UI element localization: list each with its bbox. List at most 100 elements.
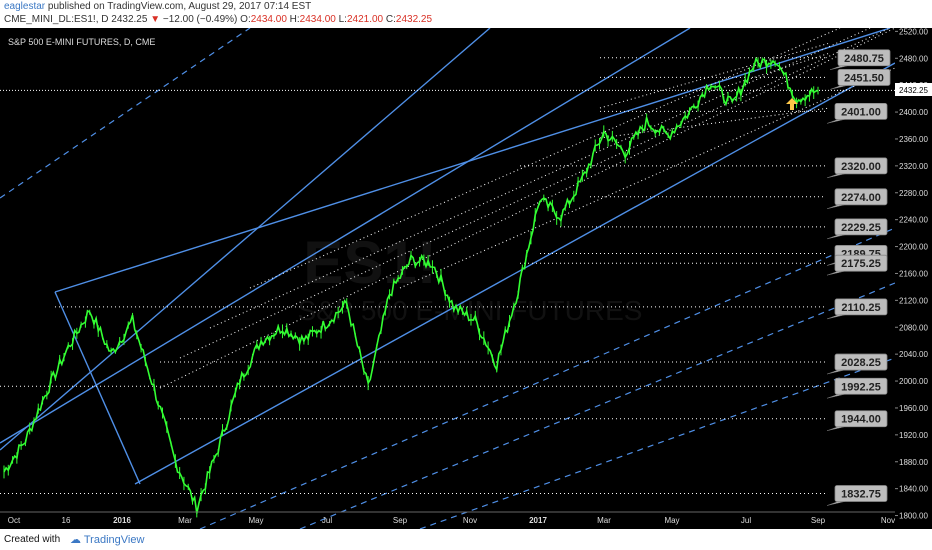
open-label: O:	[240, 14, 251, 25]
x-axis: Oct 16 2016 Mar May Jul Sep Nov 2017 Mar May Jul Sep…	[0, 511, 895, 525]
symbol-line: CME_MINI_DL:ES1!, D 2432.25 ▼ −12.00 (−0…	[4, 14, 432, 25]
x-tick-label: Nov	[463, 516, 477, 525]
median-dashed-line-1	[199, 227, 896, 529]
y-tick-label: 1880.00	[899, 458, 928, 467]
y-axis: 2520.002480.002440.002400.002360.002320.…	[895, 28, 932, 529]
low-value: 2421.00	[346, 14, 384, 25]
tradingview-logo-label: TradingView	[83, 534, 145, 546]
level-callout-label: 2480.75	[844, 53, 884, 65]
x-tick-label: Nov	[881, 516, 895, 525]
price-series	[3, 56, 819, 518]
x-tick-label: Sep	[393, 516, 408, 525]
level-callout-box	[837, 69, 891, 86]
open-value: 2434.00	[250, 14, 287, 25]
level-callout-label: 2028.25	[841, 357, 881, 369]
level-callout-box	[834, 410, 888, 428]
y-tick-label: 1960.00	[899, 404, 928, 413]
down-arrow-icon: ▼	[150, 14, 161, 25]
y-tick-label: 1840.00	[899, 485, 928, 494]
level-callout-label: 1832.75	[841, 489, 881, 501]
dotted-fan-line-2	[209, 28, 871, 329]
chart-header: eaglestar published on TradingView.com, …	[0, 0, 932, 28]
publish-info: published on TradingView.com, August 29,…	[47, 1, 312, 12]
y-tick-label: 2480.00	[899, 54, 928, 63]
x-tick-label: Mar	[178, 516, 192, 525]
price-change: −12.00 (−0.49%)	[162, 14, 238, 25]
watermark-name: S&P 500 E-MINI FUTURES	[298, 295, 643, 326]
median-dashed-line-2	[299, 282, 896, 529]
level-callout-box	[834, 485, 888, 502]
level-callouts: 2480.75 2451.50 2401.00 2320.00 2274.00 2229.…	[826, 49, 891, 506]
y-axis-panel	[895, 28, 932, 529]
y-tick-label: 2280.00	[899, 189, 928, 198]
level-lines	[0, 57, 895, 495]
channel-line-2	[54, 28, 891, 293]
channel-line-4	[54, 291, 141, 485]
x-tick-label: 2016	[113, 516, 131, 525]
y-tick-label: 2120.00	[899, 296, 928, 305]
y-tick-label: 2360.00	[899, 135, 928, 144]
y-tick-label: 2320.00	[899, 162, 928, 171]
y-tick-label: 2000.00	[899, 377, 928, 386]
level-callout-box	[834, 218, 888, 236]
dotted-fan-line-1	[179, 28, 891, 359]
x-tick-label: May	[248, 516, 263, 525]
last-price-tag	[895, 83, 932, 96]
level-callout-label: 2320.00	[841, 161, 881, 173]
y-tick-label: 1800.00	[899, 512, 928, 521]
arrow-up-icon	[786, 98, 798, 110]
x-tick-label: Jul	[322, 516, 332, 525]
level-callout-box	[834, 377, 888, 395]
y-tick-label: 2080.00	[899, 323, 928, 332]
x-tick-label: 2017	[529, 516, 547, 525]
tradingview-link[interactable]: ☁ TradingView	[70, 534, 145, 546]
y-tick-label: 2400.00	[899, 108, 928, 117]
last-price: 2432.25	[111, 14, 148, 25]
x-tick-label: Oct	[8, 516, 21, 525]
level-callout-label: 2110.25	[841, 302, 880, 314]
y-tick-label: 2240.00	[899, 216, 928, 225]
high-value: 2434.00	[299, 14, 336, 25]
channel-line-3	[134, 62, 896, 485]
x-tick-label: May	[664, 516, 679, 525]
y-tick-label: 2160.00	[899, 269, 928, 278]
low-label: L:	[338, 14, 347, 25]
publish-line: eaglestar published on TradingView.com, …	[4, 1, 311, 12]
median-dashed-line-3	[419, 357, 896, 529]
x-tick-label: Sep	[811, 516, 826, 525]
level-callout-box	[834, 298, 888, 316]
pitchfork-lines	[0, 28, 896, 529]
level-callout-box	[837, 49, 891, 67]
dotted-fan-line-7	[689, 52, 831, 99]
level-callout-label: 2229.25	[841, 222, 881, 234]
level-callout-label: 1992.25	[841, 381, 881, 393]
price-chart[interactable]: ES1! S&P 500 E-MINI FUTURES 2520.002480.…	[0, 28, 932, 529]
chart-title: S&P 500 E-MINI FUTURES, D, CME	[8, 37, 155, 47]
created-with-label: Created with	[4, 534, 61, 545]
channel-line-0	[0, 28, 491, 451]
y-tick-label: 2200.00	[899, 243, 928, 252]
x-tick-label: 16	[62, 516, 71, 525]
high-label: H:	[289, 14, 300, 25]
author-link[interactable]: eaglestar	[4, 1, 46, 12]
x-tick-label: Jul	[741, 516, 751, 525]
level-callout-box	[834, 188, 888, 206]
channel-line-1	[0, 28, 691, 444]
close-label: C:	[385, 14, 396, 25]
level-callout-box	[834, 254, 888, 272]
level-callout-box	[834, 353, 888, 371]
level-callout-label: 2451.50	[844, 72, 884, 84]
y-tick-label: 2040.00	[899, 350, 928, 359]
level-callout-label: 2401.00	[841, 106, 881, 118]
level-callout-label: 1944.00	[841, 414, 881, 426]
level-callout-box	[834, 102, 888, 120]
level-callout-box	[834, 157, 888, 175]
close-value: 2432.25	[395, 14, 433, 25]
footer: Created with ☁ TradingView	[0, 529, 932, 550]
symbol-label: CME_MINI_DL:ES1!, D	[4, 14, 109, 25]
level-callout-label: 2175.25	[841, 258, 881, 270]
y-tick-label: 2520.00	[899, 28, 928, 36]
x-tick-label: Mar	[597, 516, 611, 525]
level-callout-label: 2274.00	[841, 192, 881, 204]
y-tick-label: 1920.00	[899, 431, 928, 440]
